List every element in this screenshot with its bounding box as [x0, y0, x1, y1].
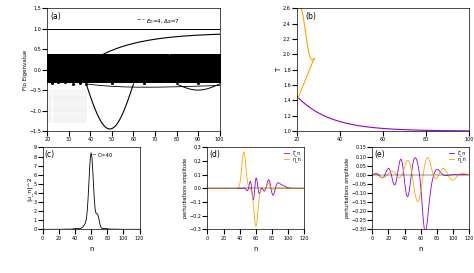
ζ_n	[432, 171, 438, 174]
Text: (d): (d)	[210, 150, 220, 159]
η_n	[301, 187, 307, 190]
ζ_n	[272, 190, 277, 194]
Y-axis label: perturbations amplitude: perturbations amplitude	[345, 158, 350, 218]
ζ_n	[379, 176, 385, 179]
η_n	[246, 186, 252, 189]
η_n	[369, 173, 375, 176]
η_n	[424, 156, 430, 159]
X-axis label: C: C	[381, 148, 385, 154]
η_n	[214, 187, 220, 190]
η_n	[205, 187, 210, 190]
ζ_n	[301, 187, 307, 190]
Text: $E_0$=4, $\Delta s$=7: $E_0$=4, $\Delta s$=7	[146, 17, 180, 26]
X-axis label: C: C	[131, 148, 136, 154]
η_n	[379, 176, 385, 179]
Legend: ζ_n, η_n: ζ_n, η_n	[448, 150, 467, 163]
η_n	[462, 172, 467, 175]
Y-axis label: T: T	[276, 67, 282, 72]
Y-axis label: |u_n|^2: |u_n|^2	[26, 176, 32, 201]
η_n	[410, 182, 416, 186]
η_n	[415, 200, 420, 203]
η_n	[437, 172, 442, 175]
η_n	[392, 171, 398, 174]
ζ_n	[437, 169, 442, 173]
ζ_n	[410, 159, 416, 162]
Text: (e): (e)	[374, 150, 385, 159]
Line: η_n: η_n	[208, 152, 304, 227]
Text: (b): (b)	[306, 12, 317, 21]
Y-axis label: perturbations amplitude: perturbations amplitude	[183, 158, 188, 218]
η_n	[253, 225, 259, 228]
η_n	[241, 150, 246, 153]
Text: C=40: C=40	[98, 153, 113, 158]
ζ_n	[227, 187, 233, 190]
ζ_n	[205, 187, 210, 190]
Legend: ζ_n, η_n: ζ_n, η_n	[283, 150, 302, 163]
η_n	[432, 176, 438, 179]
X-axis label: n: n	[419, 246, 423, 252]
Y-axis label: Flo Eigenvalue: Flo Eigenvalue	[23, 50, 28, 90]
X-axis label: n: n	[89, 246, 93, 252]
ζ_n	[462, 173, 467, 176]
ζ_n	[267, 180, 273, 183]
ζ_n	[253, 176, 259, 180]
ζ_n	[369, 173, 375, 176]
ζ_n	[246, 186, 252, 189]
Line: η_n: η_n	[372, 158, 469, 201]
Line: ζ_n: ζ_n	[208, 178, 304, 200]
ζ_n	[392, 183, 398, 186]
Line: ζ_n: ζ_n	[372, 158, 469, 232]
η_n	[272, 187, 277, 190]
X-axis label: n: n	[254, 246, 258, 252]
η_n	[267, 184, 273, 187]
η_n	[466, 173, 472, 176]
ζ_n	[297, 187, 302, 190]
ζ_n	[466, 173, 472, 176]
Text: (c): (c)	[45, 150, 55, 159]
ζ_n	[251, 198, 256, 201]
ζ_n	[423, 230, 428, 233]
η_n	[297, 187, 302, 190]
ζ_n	[214, 187, 220, 190]
Text: (a): (a)	[51, 12, 62, 21]
η_n	[227, 187, 233, 190]
ζ_n	[412, 156, 418, 159]
